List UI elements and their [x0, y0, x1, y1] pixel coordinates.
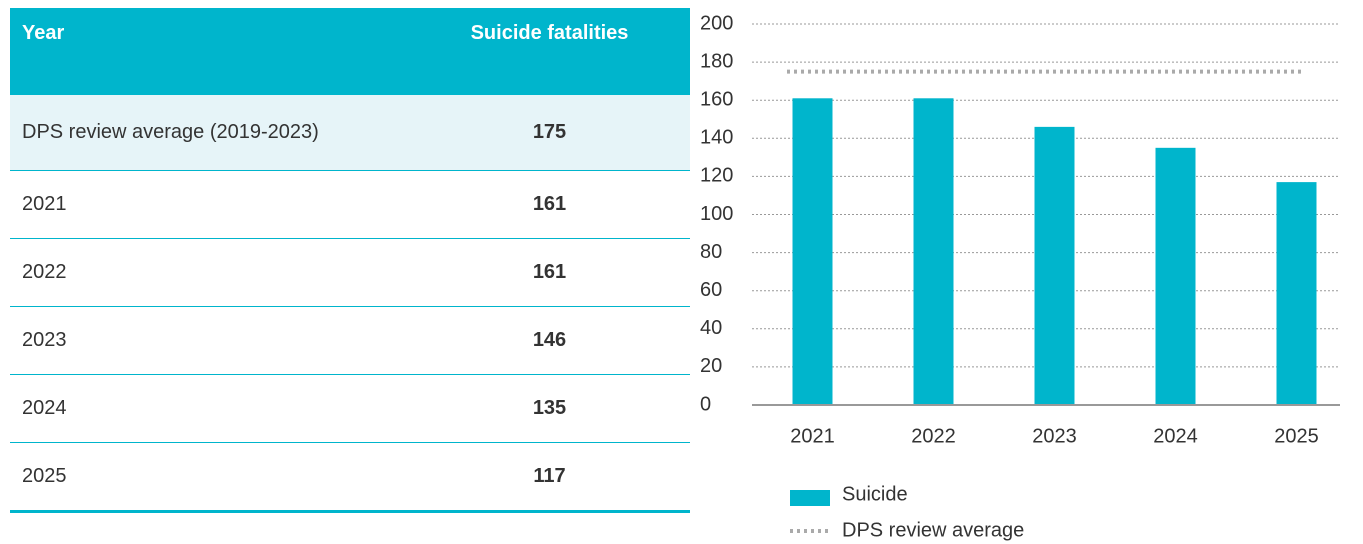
table-cell: 146: [409, 306, 690, 375]
y-tick-label: 120: [700, 165, 733, 187]
table-cell: 135: [409, 374, 690, 443]
y-tick-label: 20: [700, 355, 722, 377]
y-tick-label: 200: [700, 12, 733, 34]
header-row: Year Suicide fatalities: [10, 8, 690, 95]
header-cell: Suicide fatalities: [409, 8, 690, 95]
y-tick-label: 40: [700, 317, 722, 339]
legend-swatch: [790, 490, 830, 506]
x-tick-label: 2025: [1274, 425, 1319, 447]
table-cell: 2023: [10, 306, 409, 375]
data-table: Year Suicide fatalities DPS review avera…: [10, 8, 690, 513]
table-cell: DPS review average (2019-2023): [10, 95, 409, 171]
y-tick-label: 100: [700, 203, 733, 225]
table-cell: 2024: [10, 374, 409, 443]
legend-label: Suicide: [842, 483, 908, 505]
table-cell: 175: [409, 95, 690, 171]
table-cell: 2022: [10, 238, 409, 307]
y-tick-label: 140: [700, 127, 733, 149]
table-row: 2024 135: [10, 374, 690, 443]
table-body: DPS review average (2019-2023) 175 2021 161…: [10, 95, 690, 513]
table-row: 2021 161: [10, 170, 690, 239]
table-cell: 2021: [10, 170, 409, 239]
table-cell: 161: [409, 238, 690, 307]
bar: [792, 98, 833, 406]
bar: [1155, 147, 1196, 405]
table-cell: 161: [409, 170, 690, 239]
table-row: 2023 146: [10, 306, 690, 375]
x-tick-label: 2021: [790, 425, 835, 447]
table-row: DPS review average (2019-2023) 175: [10, 95, 690, 171]
y-tick-label: 60: [700, 279, 722, 301]
table-row: 2022 161: [10, 238, 690, 307]
bar: [1276, 182, 1317, 405]
table-cell: 117: [409, 442, 690, 513]
bar: [1034, 126, 1075, 406]
y-tick-label: 80: [700, 241, 722, 263]
legend-label: DPS review average: [842, 519, 1024, 541]
x-tick-label: 2022: [911, 425, 956, 447]
y-tick-label: 180: [700, 50, 733, 72]
table-row: 2025 117: [10, 442, 690, 513]
table-cell: 2025: [10, 442, 409, 513]
bar: [913, 98, 954, 406]
y-tick-label: 0: [700, 393, 711, 415]
y-tick-label: 160: [700, 88, 733, 110]
header-cell: Year: [10, 8, 409, 95]
x-tick-label: 2024: [1153, 425, 1198, 447]
x-tick-label: 2023: [1032, 425, 1077, 447]
